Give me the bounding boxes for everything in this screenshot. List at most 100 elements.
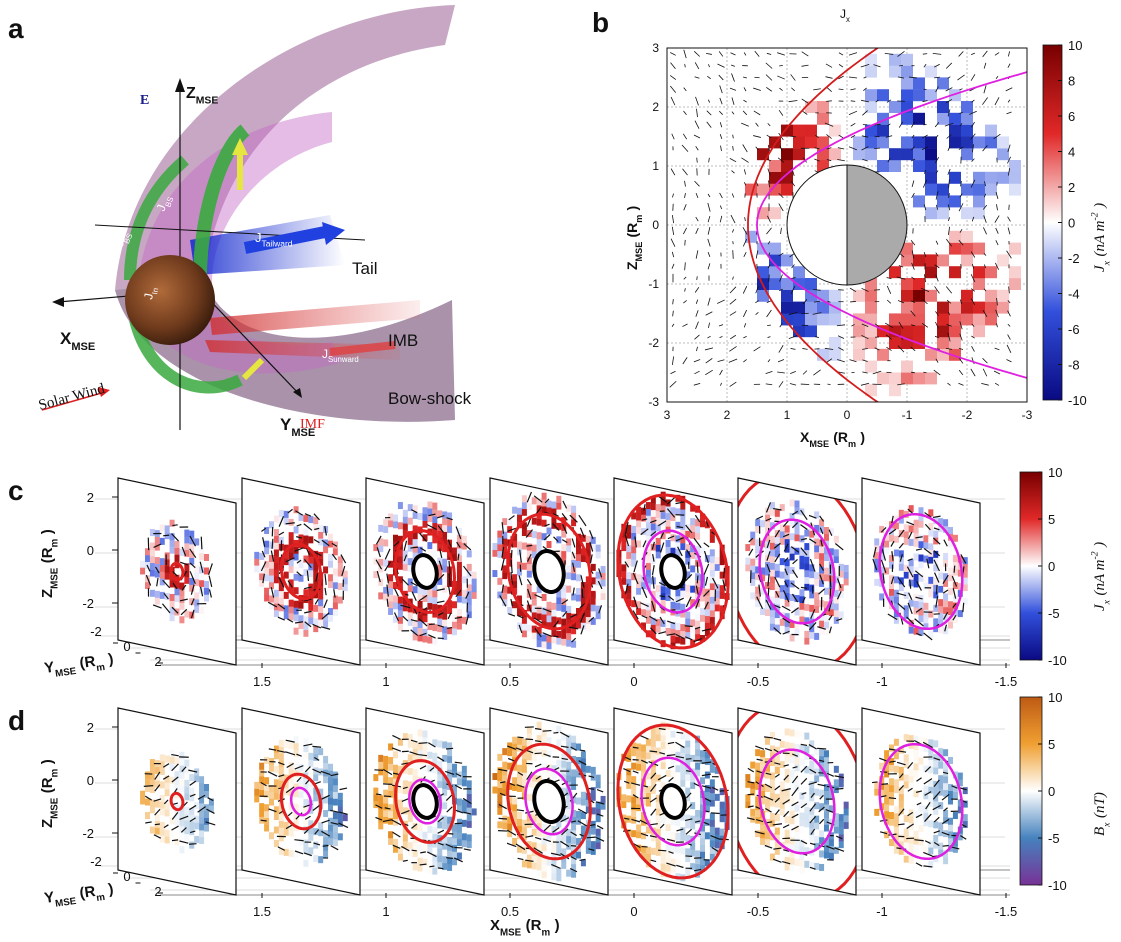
field-cell: [661, 512, 666, 519]
field-cell: [656, 504, 661, 511]
z-axis-label-part: Z: [39, 819, 56, 828]
field-cell: [770, 610, 775, 617]
field-cell: [313, 855, 318, 862]
field-cell: [522, 630, 527, 637]
field-cell: [165, 782, 170, 789]
current-cell: [973, 243, 985, 255]
field-cell: [824, 561, 829, 568]
flow-arrow: [438, 868, 443, 869]
field-cell: [631, 810, 636, 817]
field-cell: [547, 615, 552, 622]
field-cell: [685, 618, 690, 625]
field-cell: [720, 802, 725, 809]
field-cell: [398, 854, 403, 861]
field-cell: [561, 632, 566, 639]
flow-arrow: [817, 748, 826, 749]
field-cell: [621, 537, 626, 544]
field-cell: [953, 535, 958, 542]
field-cell: [264, 567, 269, 574]
field-cell: [938, 586, 943, 593]
field-cell: [165, 593, 170, 600]
field-cell: [596, 815, 601, 822]
field-cell: [179, 833, 184, 840]
field-cell: [814, 572, 819, 579]
y-axis-label-part: ): [624, 206, 640, 211]
colorbar-label-part: ): [1092, 542, 1108, 548]
field-cell: [323, 810, 328, 817]
field-cell: [720, 808, 725, 815]
field-cell: [383, 810, 388, 817]
field-cell: [770, 543, 775, 550]
field-cell: [928, 584, 933, 591]
field-cell: [894, 786, 899, 793]
field-cell: [824, 764, 829, 771]
field-cell: [661, 735, 666, 742]
field-cell: [641, 508, 646, 515]
field-cell: [775, 828, 780, 835]
field-cell: [601, 566, 606, 573]
field-cell: [165, 830, 170, 837]
field-cell: [537, 749, 542, 756]
field-cell: [591, 767, 596, 774]
x-tick-label: -0.5: [747, 674, 769, 689]
field-cell: [184, 787, 189, 794]
field-cell: [462, 536, 467, 543]
current-cell: [949, 243, 961, 255]
flow-arrow: [943, 846, 949, 847]
field-cell: [948, 601, 953, 608]
y-tick-label: 0: [123, 639, 130, 654]
field-cell: [284, 741, 289, 748]
boundary-ring: [534, 551, 564, 592]
field-cell: [710, 597, 715, 604]
field-cell: [150, 590, 155, 597]
field-cell: [889, 778, 894, 785]
field-cell: [695, 749, 700, 756]
field-cell: [264, 534, 269, 541]
field-cell: [274, 752, 279, 759]
field-cell: [710, 590, 715, 597]
field-cell: [894, 597, 899, 604]
field-cell: [388, 608, 393, 615]
field-cell: [576, 554, 581, 561]
field-cell: [472, 592, 477, 599]
field-cell: [824, 615, 829, 622]
field-cell: [418, 729, 423, 736]
field-cell: [338, 833, 343, 840]
field-cell: [700, 750, 705, 757]
field-cell: [467, 564, 472, 571]
field-cell: [527, 503, 532, 510]
field-cell: [452, 622, 457, 629]
flow-arrow: [936, 585, 937, 595]
colorbar-tick-label: 2: [1068, 180, 1075, 195]
field-cell: [155, 774, 160, 781]
field-cell: [641, 609, 646, 616]
field-cell: [809, 591, 814, 598]
field-cell: [204, 825, 209, 832]
field-cell: [923, 542, 928, 549]
field-cell: [204, 581, 209, 588]
field-cell: [165, 809, 170, 816]
field-cell: [299, 629, 304, 636]
field-cell: [264, 527, 269, 534]
current-cell: [925, 136, 937, 148]
field-cell: [184, 577, 189, 584]
field-cell: [308, 834, 313, 841]
field-cell: [383, 803, 388, 810]
field-cell: [824, 554, 829, 561]
field-cell: [175, 555, 180, 562]
field-cell: [418, 831, 423, 838]
flow-arrow: [589, 789, 595, 790]
field-cell: [160, 768, 165, 775]
field-cell: [904, 531, 909, 538]
field-cell: [308, 760, 313, 767]
flow-arrow: [923, 54, 927, 55]
field-cell: [626, 775, 631, 782]
field-cell: [442, 511, 447, 518]
x-tick-label: 1.5: [253, 674, 271, 689]
field-cell: [452, 628, 457, 635]
field-cell: [884, 797, 889, 804]
field-cell: [318, 532, 323, 539]
field-cell: [904, 781, 909, 788]
field-cell: [170, 594, 175, 601]
field-cell: [199, 776, 204, 783]
